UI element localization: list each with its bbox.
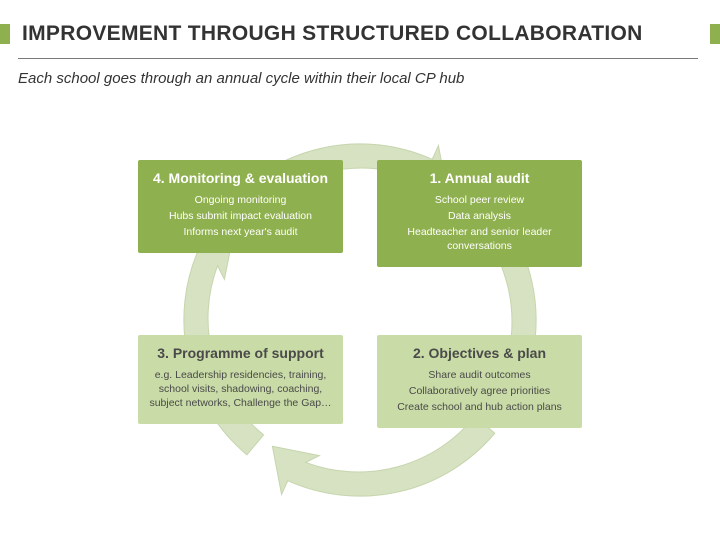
cycle-diagram: 4. Monitoring & evaluation Ongoing monit… — [120, 110, 600, 530]
title-divider — [18, 58, 698, 59]
cycle-box-2-line: Create school and hub action plans — [385, 400, 574, 414]
subtitle: Each school goes through an annual cycle… — [18, 70, 464, 87]
title-accent-right — [710, 24, 720, 44]
page-title: IMPROVEMENT THROUGH STRUCTURED COLLABORA… — [22, 22, 643, 46]
title-accent-left — [0, 24, 10, 44]
cycle-box-3-line: e.g. Leadership residencies, training, s… — [146, 368, 335, 411]
title-bar: IMPROVEMENT THROUGH STRUCTURED COLLABORA… — [0, 22, 720, 46]
cycle-box-4-line: Ongoing monitoring — [146, 193, 335, 207]
cycle-box-3: 3. Programme of support e.g. Leadership … — [138, 335, 343, 424]
cycle-box-4-line: Informs next year's audit — [146, 225, 335, 239]
cycle-box-3-title: 3. Programme of support — [146, 345, 335, 362]
cycle-box-1-line: Data analysis — [385, 209, 574, 223]
cycle-box-2-line: Collaboratively agree priorities — [385, 384, 574, 398]
cycle-box-4: 4. Monitoring & evaluation Ongoing monit… — [138, 160, 343, 253]
cycle-box-1: 1. Annual audit School peer review Data … — [377, 160, 582, 267]
cycle-box-1-line: Headteacher and senior leader conversati… — [385, 225, 574, 253]
cycle-box-2-title: 2. Objectives & plan — [385, 345, 574, 362]
cycle-box-1-title: 1. Annual audit — [385, 170, 574, 187]
cycle-box-2: 2. Objectives & plan Share audit outcome… — [377, 335, 582, 428]
cycle-box-4-line: Hubs submit impact evaluation — [146, 209, 335, 223]
cycle-box-1-line: School peer review — [385, 193, 574, 207]
cycle-box-2-line: Share audit outcomes — [385, 368, 574, 382]
cycle-box-4-title: 4. Monitoring & evaluation — [146, 170, 335, 187]
